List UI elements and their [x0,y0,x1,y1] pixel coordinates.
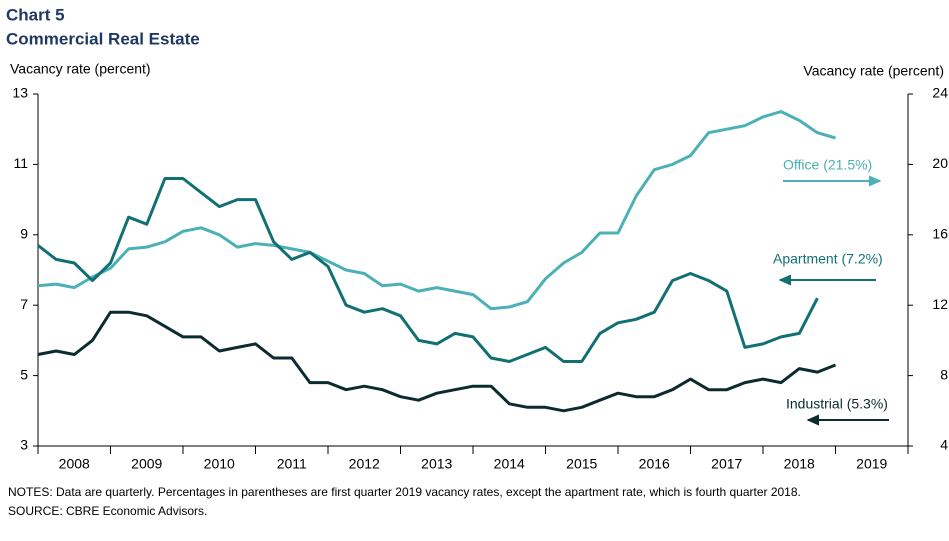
source: SOURCE: CBRE Economic Advisors. [8,504,207,518]
y2-tick-label: 24 [932,85,948,101]
y-tick-label: 3 [20,437,28,453]
x-tick-label: 2013 [421,456,452,472]
y-tick-label: 13 [12,85,28,101]
series-label: Industrial (5.3%) [786,396,888,412]
x-tick-label: 2019 [856,456,887,472]
x-tick-label: 2016 [639,456,670,472]
series-label: Apartment (7.2%) [773,251,883,267]
y2-tick-label: 12 [932,296,948,312]
y2-tick-label: 4 [940,437,948,453]
x-tick-label: 2008 [59,456,90,472]
y-tick-label: 5 [20,366,28,382]
x-tick-label: 2011 [277,456,307,472]
y2-tick-label: 20 [932,155,948,171]
x-tick-label: 2015 [566,456,597,472]
notes: NOTES: Data are quarterly. Percentages i… [8,485,801,499]
y-tick-label: 9 [20,226,28,242]
y-tick-label: 11 [13,155,28,171]
series-label: Office (21.5%) [783,157,872,173]
y-axis-label: Vacancy rate (percent) [10,61,151,77]
chart-title: Chart 5 [6,5,65,24]
y2-axis-label: Vacancy rate (percent) [803,63,944,79]
x-tick-label: 2010 [204,456,235,472]
series-line [37,110,836,311]
x-tick-label: 2014 [494,456,525,472]
y2-tick-label: 16 [932,226,948,242]
x-tick-label: 2017 [711,456,742,472]
series-line [37,177,819,363]
x-tick-label: 2012 [349,456,380,472]
x-tick-label: 2018 [784,456,815,472]
series-line [37,310,837,413]
chart-subtitle: Commercial Real Estate [6,29,200,48]
y-tick-label: 7 [20,296,28,312]
x-tick-label: 2009 [131,456,162,472]
y2-tick-label: 8 [940,366,948,382]
